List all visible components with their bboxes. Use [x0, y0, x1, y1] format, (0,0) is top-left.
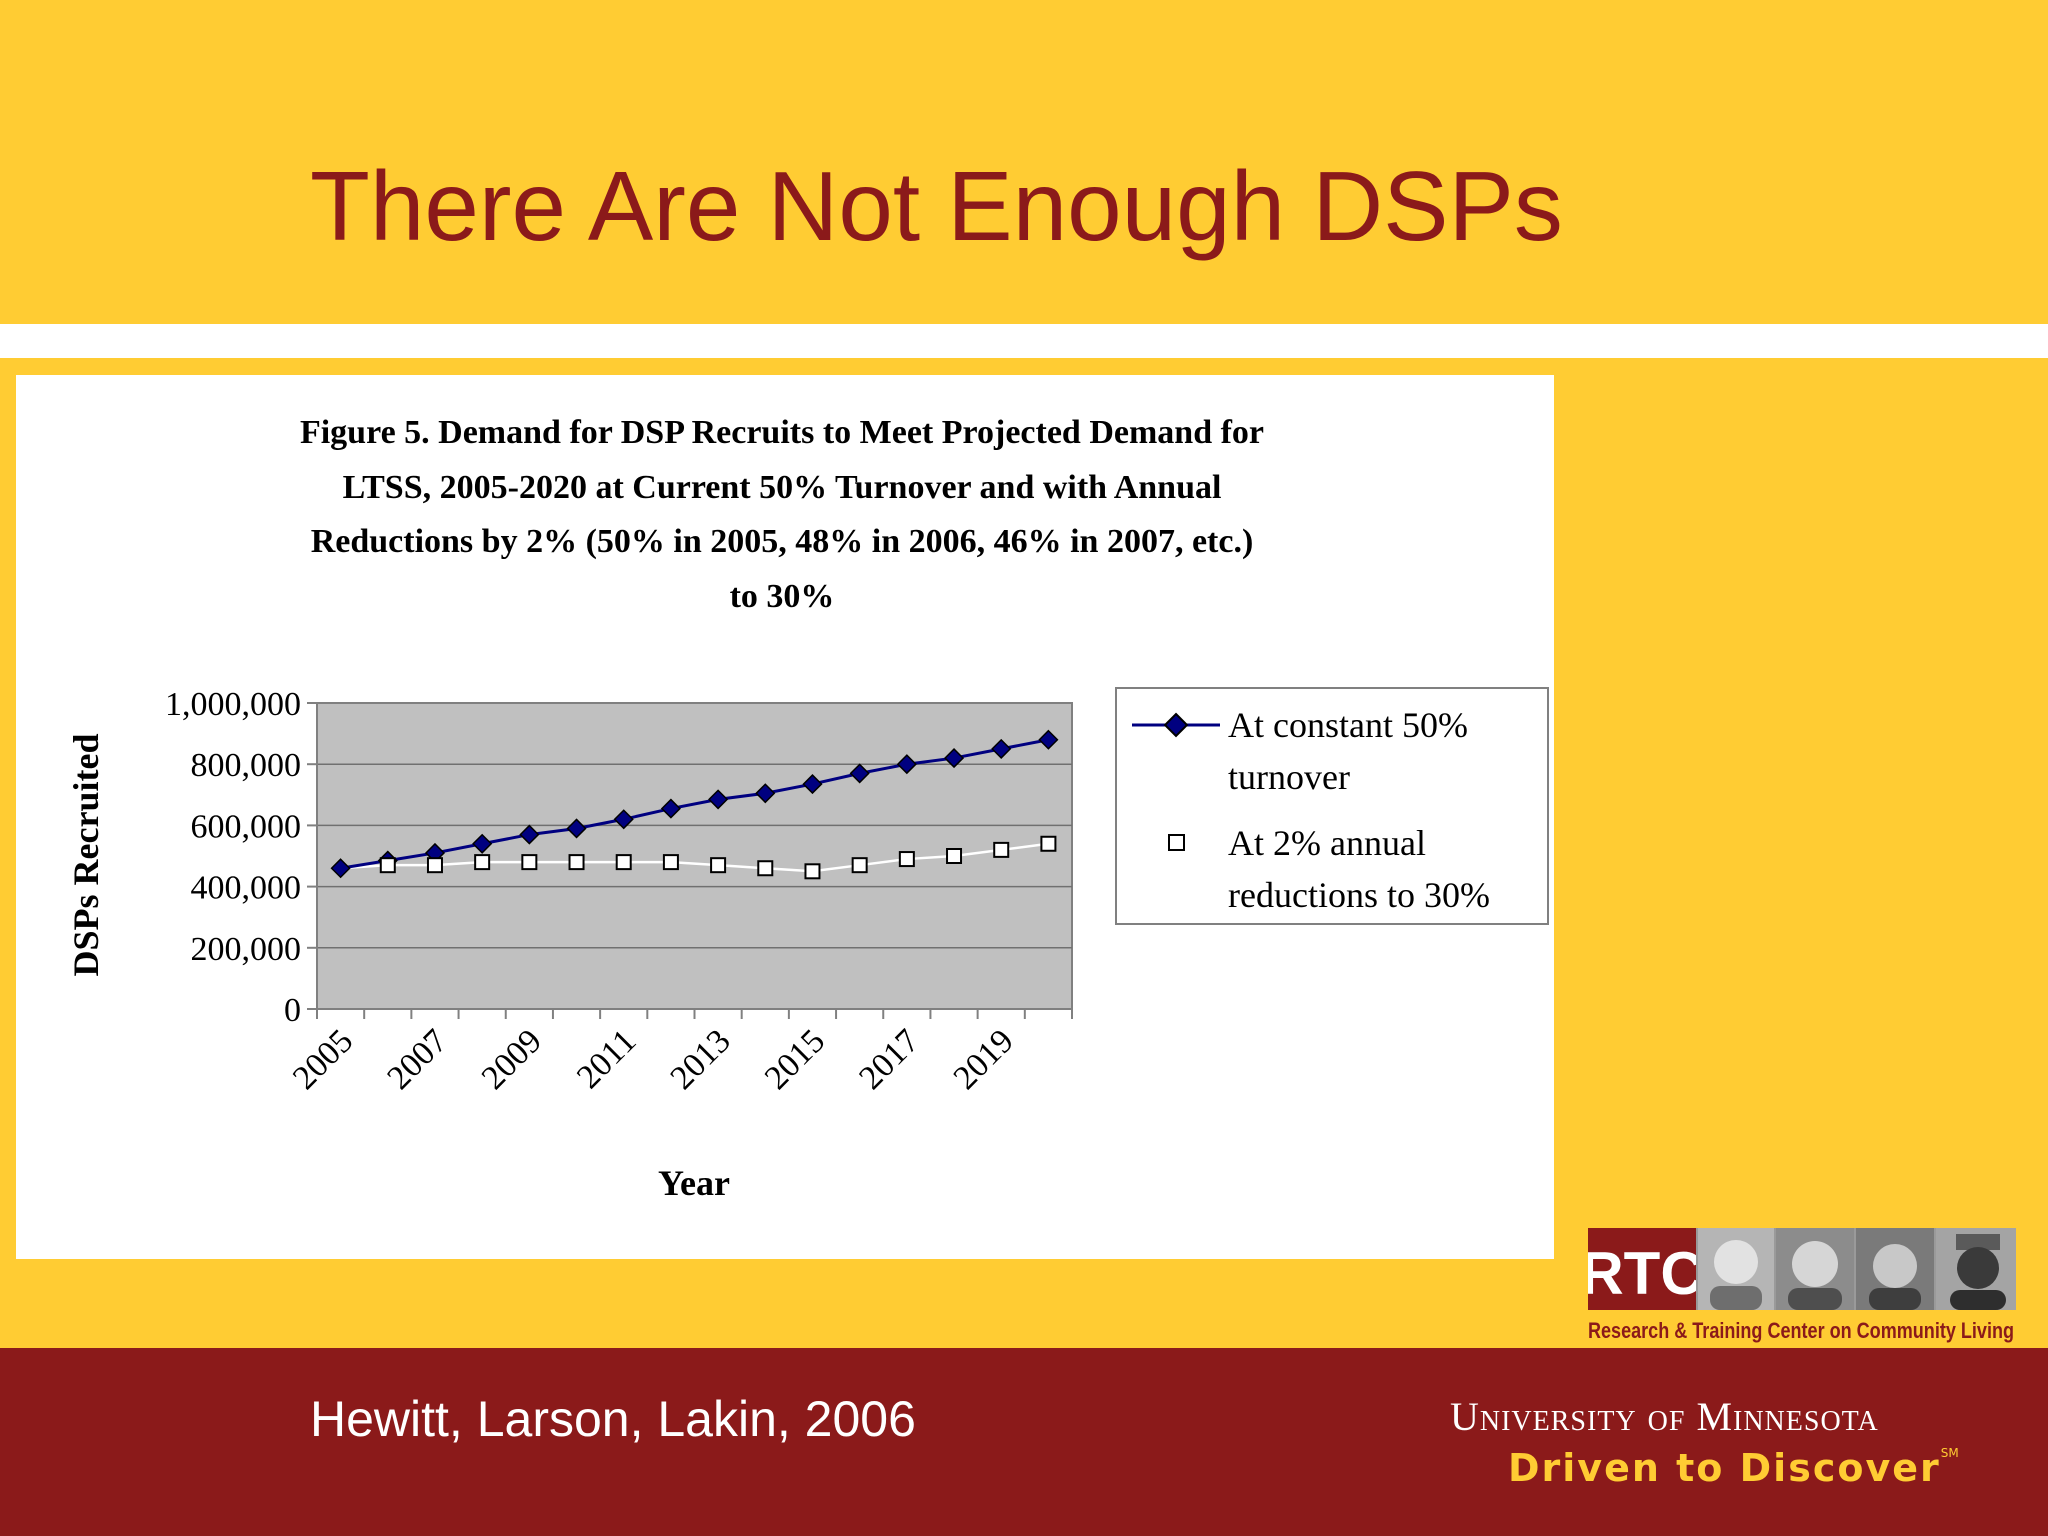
y-tick-label: 800,000 [191, 747, 302, 784]
data-point-reductions [851, 857, 868, 874]
tagline: Driven to DiscoverSM [1508, 1446, 1959, 1490]
data-point-reductions [615, 854, 632, 871]
data-point-reductions [757, 860, 774, 877]
data-point-constant [896, 754, 917, 775]
x-tick-label: 2015 [758, 1022, 832, 1096]
y-tick-labels: 0 200,000 400,000 600,000 800,000 1,000,000 [165, 686, 301, 1029]
series-line-constant [340, 738, 1049, 870]
chart-title-line: to 30% [730, 578, 835, 615]
y-tick-label: 200,000 [191, 931, 302, 968]
data-point-constant [708, 789, 729, 810]
rtc-initials-box [1588, 1228, 1696, 1310]
chart-title-line: Reductions by 2% (50% in 2005, 48% in 20… [311, 523, 1254, 560]
x-tick-label: 2013 [664, 1022, 738, 1096]
y-tick-label: 0 [284, 992, 301, 1029]
divider-stripe [0, 324, 2048, 358]
x-tick-label: 2019 [947, 1022, 1021, 1096]
line-chart: Figure 5. Demand for DSP Recruits to Mee… [66, 414, 1549, 1203]
data-point-reductions [521, 854, 538, 871]
grid-lines [317, 763, 1072, 949]
chart-panel: Figure 5. Demand for DSP Recruits to Mee… [16, 375, 1554, 1259]
data-point-reductions [474, 854, 491, 871]
data-point-reductions [426, 857, 443, 874]
axes [307, 702, 1073, 1019]
legend-label-constant: At constant 50% [1228, 705, 1468, 745]
series-layer [330, 729, 1059, 880]
data-point-constant [519, 824, 540, 845]
data-point-constant [849, 763, 870, 784]
x-tick-label: 2011 [570, 1022, 643, 1095]
x-axis-label: Year [658, 1163, 730, 1203]
chart-title-line: Figure 5. Demand for DSP Recruits to Mee… [300, 414, 1264, 451]
rtc-initials: RTC [1588, 1240, 1704, 1307]
data-point-constant [472, 833, 493, 854]
tagline-text: Driven to Discover [1508, 1446, 1941, 1490]
rtc-logo: RTC Research & Training Center on Commun… [1588, 1228, 2016, 1343]
data-point-reductions [804, 863, 821, 880]
data-point-reductions [993, 841, 1010, 858]
footer-band [0, 1348, 2048, 1536]
data-point-reductions [1040, 835, 1057, 852]
data-point-constant [802, 774, 823, 795]
slide-title: There Are Not Enough DSPs [310, 151, 1563, 261]
portrait-icon [1698, 1228, 1774, 1310]
chart-title-line: LTSS, 2005-2020 at Current 50% Turnover … [343, 469, 1222, 506]
y-tick-label: 600,000 [191, 808, 302, 845]
chart-title: Figure 5. Demand for DSP Recruits to Mee… [300, 414, 1264, 615]
data-point-constant [755, 783, 776, 804]
data-point-constant [566, 818, 587, 839]
x-tick-label: 2005 [286, 1022, 360, 1096]
legend-label-reductions: At 2% annual [1228, 823, 1426, 863]
x-tick-label: 2017 [852, 1022, 926, 1096]
legend-square-marker [1168, 834, 1185, 851]
x-tick-label: 2009 [475, 1022, 549, 1096]
legend: At constant 50% turnover At 2% annual re… [1115, 687, 1549, 925]
portrait-icon [1776, 1228, 1854, 1310]
data-point-reductions [898, 851, 915, 868]
data-point-reductions [568, 854, 585, 871]
legend-box [1115, 687, 1549, 925]
y-tick-label: 1,000,000 [165, 686, 301, 723]
y-axis-label: DSPs Recruited [66, 734, 106, 977]
series-line-reductions [340, 842, 1049, 873]
legend-label-constant: turnover [1228, 757, 1350, 797]
data-point-constant [991, 738, 1012, 759]
university-name: University of Minnesota [1450, 1394, 1879, 1439]
portrait-icon [1856, 1228, 1934, 1310]
data-point-constant [660, 798, 681, 819]
data-point-reductions [662, 854, 679, 871]
legend-diamond-marker [1163, 712, 1189, 738]
data-point-reductions [710, 857, 727, 874]
data-point-constant [330, 858, 351, 879]
x-tick-label: 2007 [380, 1022, 454, 1096]
portrait-icon [1936, 1228, 2016, 1310]
title-band [0, 0, 2048, 324]
legend-label-reductions: reductions to 30% [1228, 875, 1490, 915]
citation: Hewitt, Larson, Lakin, 2006 [310, 1391, 916, 1447]
x-tick-labels: 2005 2007 2009 2011 2013 2015 2017 2019 [286, 1022, 1021, 1096]
y-tick-label: 400,000 [191, 870, 302, 907]
data-point-reductions [379, 857, 396, 874]
data-point-constant [1038, 729, 1059, 750]
rtc-full-name: Research & Training Center on Community … [1588, 1318, 2014, 1343]
data-point-reductions [946, 848, 963, 864]
data-point-constant [613, 809, 634, 830]
service-mark: SM [1940, 1446, 1959, 1460]
data-point-constant [943, 748, 965, 769]
